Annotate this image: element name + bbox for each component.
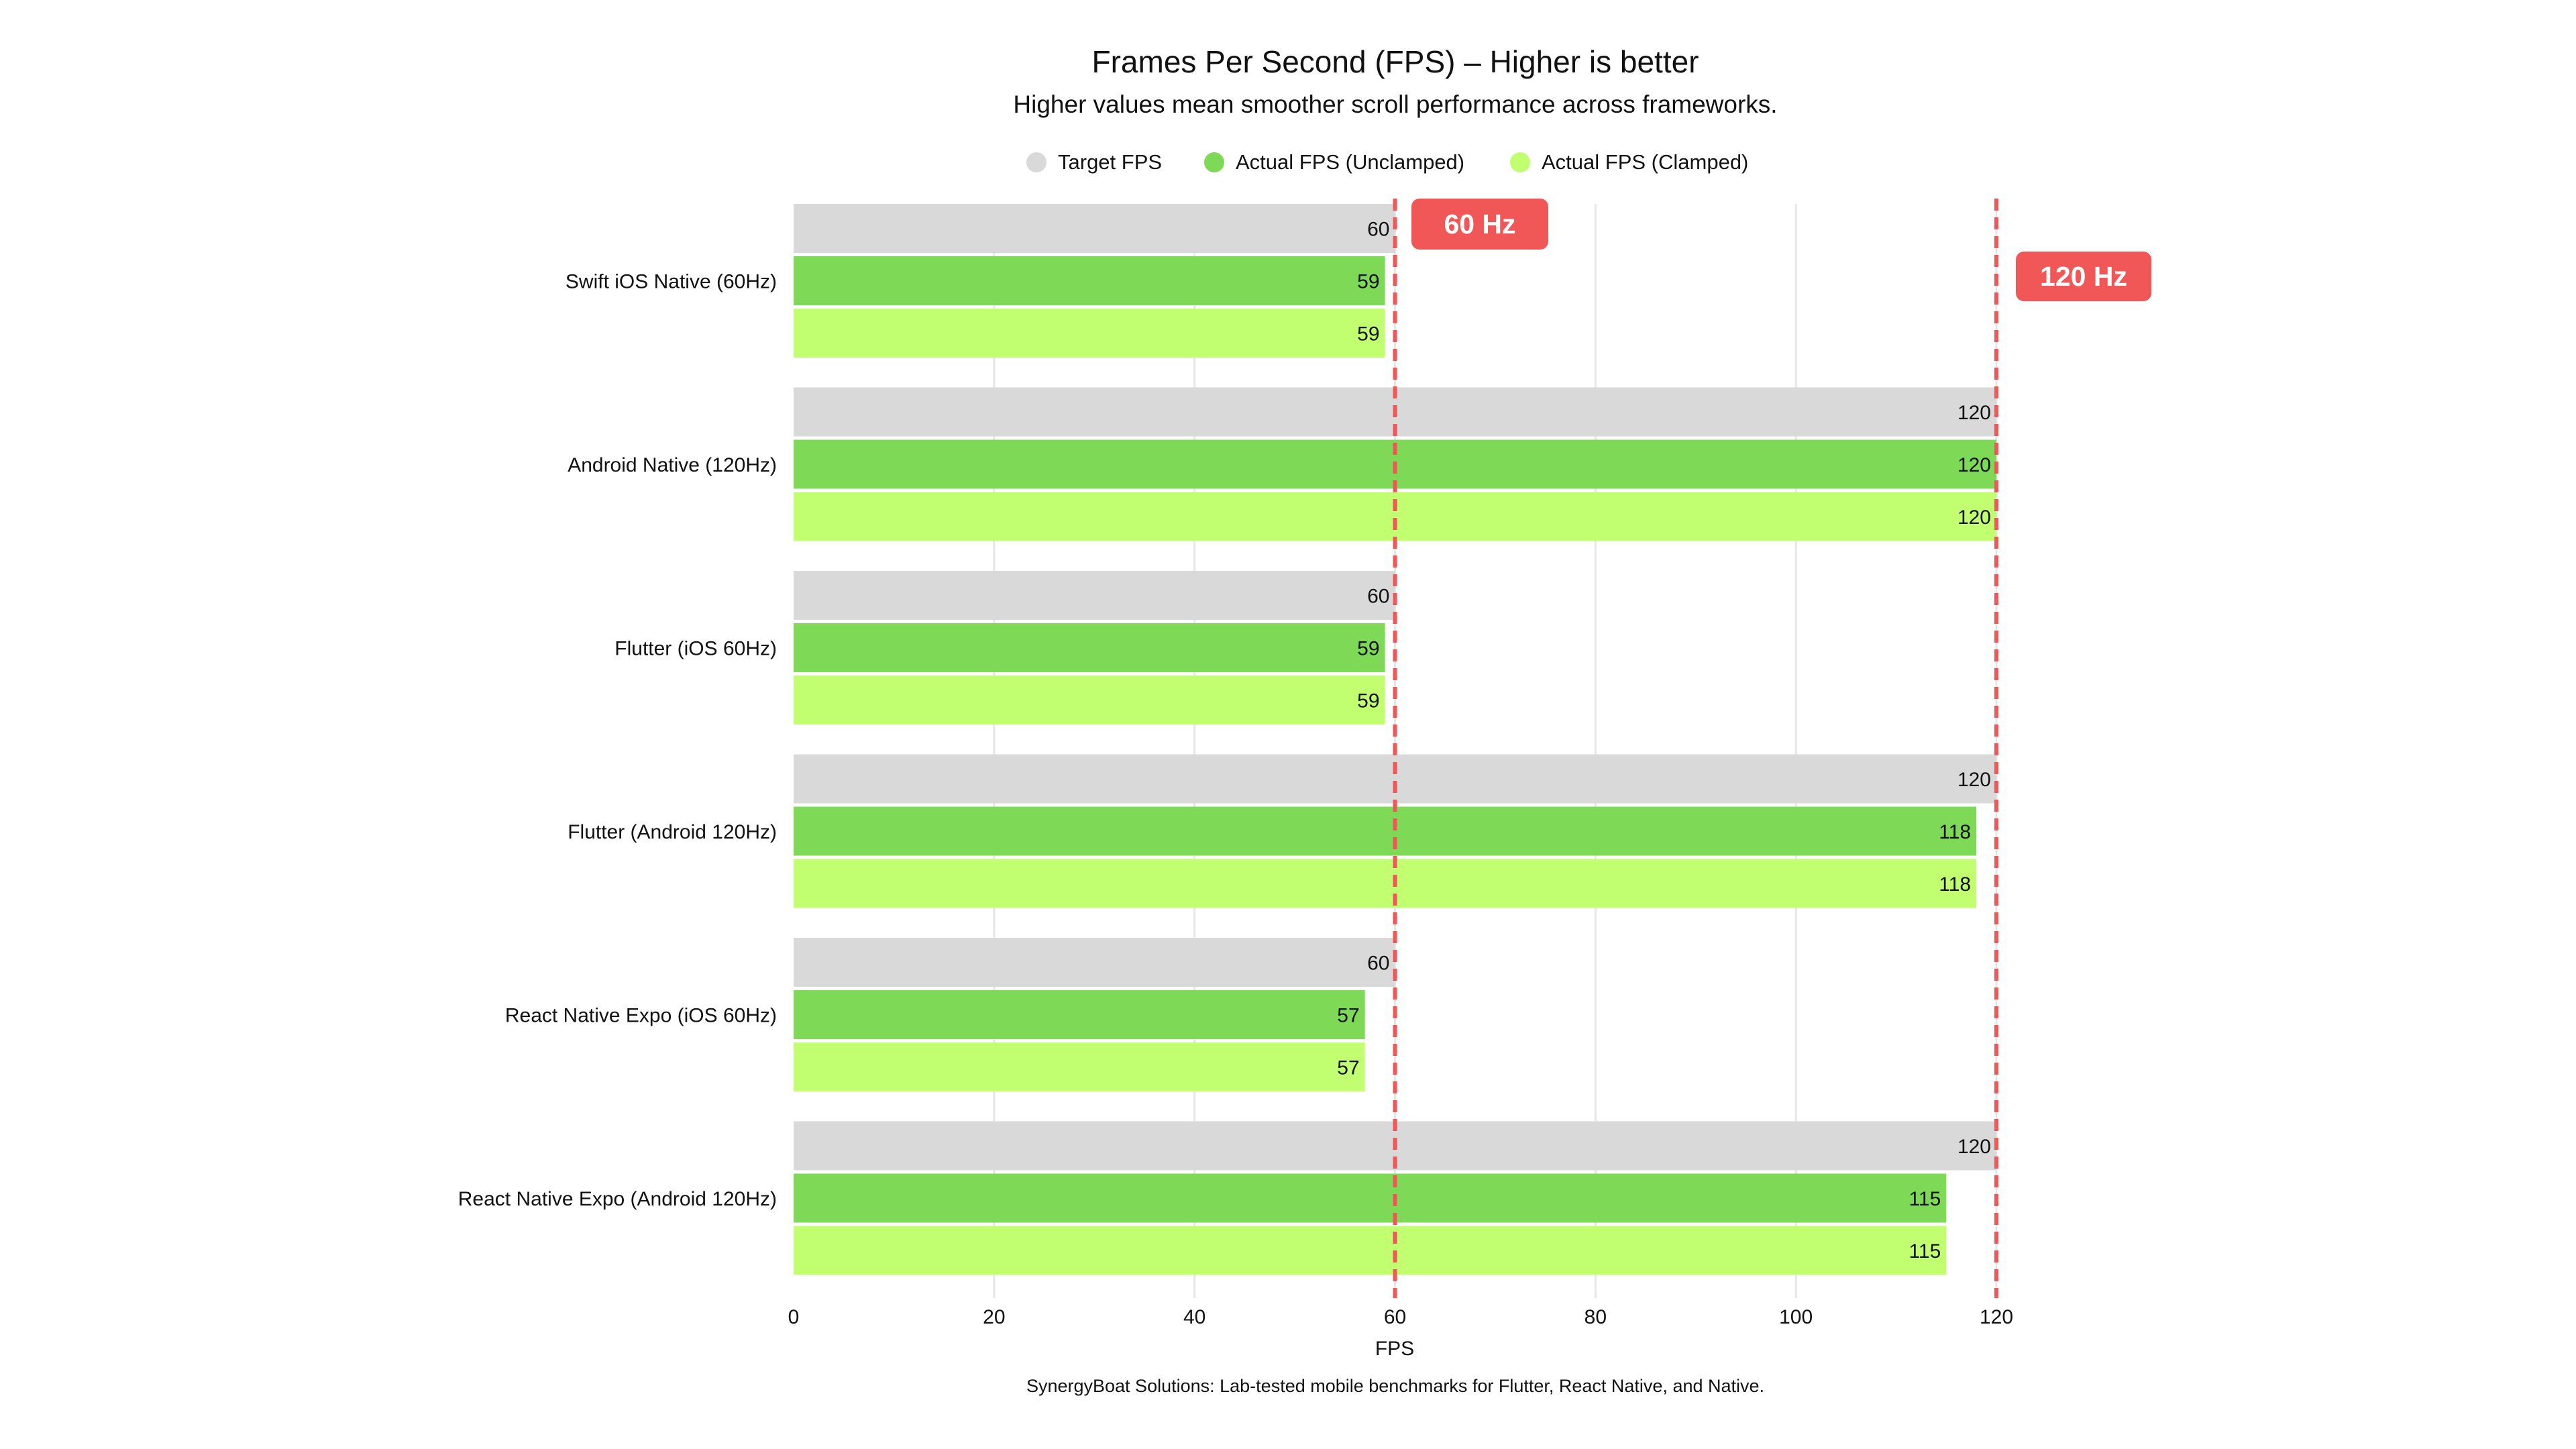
category-label-3: Flutter (Android 120Hz)	[568, 821, 777, 843]
bar-value-label-2-2: 59	[1357, 690, 1379, 712]
category-label-5: React Native Expo (Android 120Hz)	[458, 1188, 777, 1210]
category-label-0: Swift iOS Native (60Hz)	[566, 271, 777, 293]
x-tick-label-80: 80	[1585, 1306, 1607, 1328]
bar-value-label-5-1: 115	[1909, 1188, 1941, 1210]
bar-2-2	[794, 676, 1385, 724]
bar-value-label-0-2: 59	[1357, 323, 1379, 345]
reference-badge-120	[2016, 252, 2151, 301]
bar-value-label-2-0: 60	[1367, 586, 1389, 608]
bar-value-label-3-2: 118	[1939, 873, 1971, 896]
bar-value-label-4-2: 57	[1337, 1057, 1359, 1079]
legend: Target FPS Actual FPS (Unclamped) Actual F…	[1026, 150, 1748, 174]
chart-subtitle: Higher values mean smoother scroll perfo…	[1013, 91, 1777, 118]
x-tick-label-20: 20	[983, 1306, 1005, 1328]
category-labels: Swift iOS Native (60Hz) Android Native (1…	[458, 271, 777, 1211]
bar-value-label-2-1: 59	[1357, 638, 1379, 660]
bar-4-2	[794, 1042, 1365, 1091]
bar-value-label-1-0: 120	[1957, 402, 1991, 424]
bar-3-1	[794, 806, 1977, 856]
reference-lines: 60 Hz 120 Hz	[1393, 199, 2151, 1298]
legend-swatch-1	[1204, 152, 1224, 172]
bar-value-label-4-1: 57	[1337, 1005, 1359, 1027]
reference-badge-60	[1411, 199, 1548, 250]
category-label-2: Flutter (iOS 60Hz)	[614, 638, 777, 660]
chart-footer: SynergyBoat Solutions: Lab-tested mobile…	[1026, 1376, 1764, 1396]
category-label-1: Android Native (120Hz)	[568, 454, 777, 476]
bar-value-label-1-1: 120	[1957, 454, 1991, 476]
bar-4-0	[794, 938, 1395, 987]
bar-value-label-1-2: 120	[1957, 506, 1991, 529]
x-tick-label-120: 120	[1980, 1306, 2013, 1328]
legend-swatch-0	[1026, 152, 1046, 172]
legend-swatch-2	[1510, 152, 1530, 172]
x-axis-label: FPS	[1375, 1338, 1414, 1360]
bar-4-1	[794, 990, 1365, 1039]
bar-0-1	[794, 256, 1385, 305]
reference-badge-label-120: 120 Hz	[2040, 261, 2127, 292]
bar-0-0	[794, 204, 1395, 253]
bar-2-1	[794, 623, 1385, 672]
x-tick-label-40: 40	[1183, 1306, 1205, 1328]
bar-value-label-4-0: 60	[1367, 953, 1389, 975]
x-tick-label-60: 60	[1384, 1306, 1406, 1328]
bar-3-0	[794, 754, 1996, 804]
bars: 60 59 59 120 120 120 60 59 59 120 118 118 60 57 57 120 1…	[794, 204, 1996, 1275]
bar-3-2	[794, 859, 1977, 908]
bar-5-2	[794, 1226, 1947, 1275]
bar-value-label-3-1: 118	[1939, 821, 1971, 843]
x-tick-label-100: 100	[1779, 1306, 1813, 1328]
bar-2-0	[794, 571, 1395, 620]
category-label-4: React Native Expo (iOS 60Hz)	[505, 1005, 777, 1027]
bar-value-label-5-0: 120	[1957, 1136, 1991, 1158]
legend-label-1: Actual FPS (Unclamped)	[1236, 150, 1464, 174]
chart-title: Frames Per Second (FPS) – Higher is bett…	[1092, 44, 1699, 79]
legend-label-2: Actual FPS (Clamped)	[1542, 150, 1748, 174]
reference-badge-label-60: 60 Hz	[1444, 209, 1515, 239]
x-axis-ticks: 0 20 40 60 80 100 120	[788, 1306, 2013, 1328]
bar-0-2	[794, 309, 1385, 358]
bar-value-label-0-1: 59	[1357, 271, 1379, 293]
x-tick-label-0: 0	[788, 1306, 800, 1328]
bar-5-1	[794, 1173, 1947, 1223]
legend-label-0: Target FPS	[1058, 150, 1162, 174]
bar-value-label-5-2: 115	[1909, 1240, 1941, 1263]
bar-value-label-0-0: 60	[1367, 219, 1389, 241]
bar-value-label-3-0: 120	[1957, 769, 1991, 791]
